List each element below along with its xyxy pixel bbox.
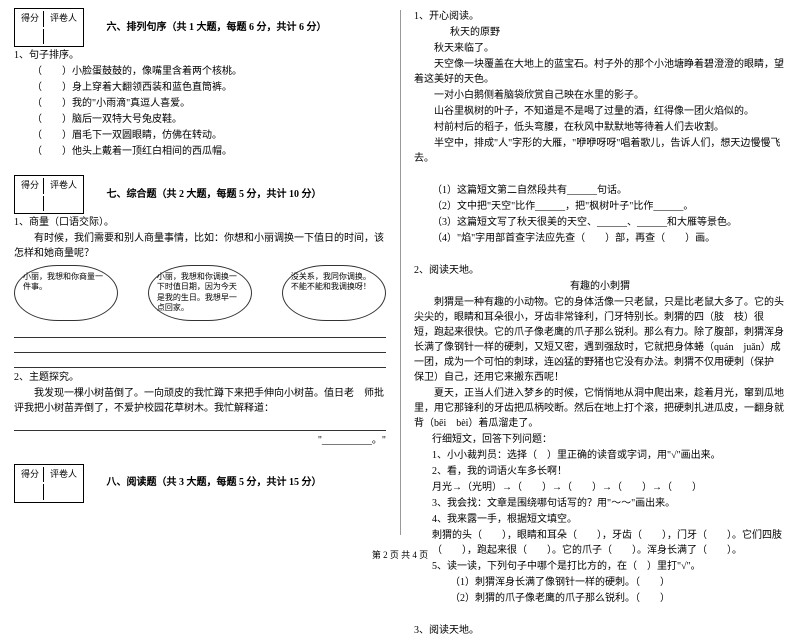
q8-2: 2、阅读天地。 [414,263,786,278]
sub-q2: （2）刺猬的爪子像老鹰的爪子那么锐利。（ ） [414,591,786,606]
score-label: 得分 [17,178,44,194]
poem-title: 秋天的原野 [414,25,786,40]
q8-3: 3、阅读天地。 [414,623,786,638]
q6-item: （ ）我的"小雨滴"真逗人喜爱。 [14,96,386,111]
sub-q: （4）"焰"字用部首查字法应先查（ ）部，再查（ ）画。 [414,231,786,246]
poem-line: 山谷里枫树的叶子，不知道是不是喝了过量的酒，红得像一团火焰似的。 [414,104,786,119]
grader-label: 评卷人 [46,467,81,483]
bubble-1: 小丽，我想和你商量一件事。 [14,265,118,321]
q6-1: 1、句子排序。 [14,48,386,63]
poem-line: 秋天来临了。 [414,41,786,56]
sub-q: （3）这篇短文写了秋天很美的天空、______、______和大雁等景色。 [414,215,786,230]
poem-line: 村前村后的稻子，低头弯腰，在秋风中默默地等待着人们去收割。 [414,120,786,135]
poem-line: 半空中，排成"人"字形的大雁，"咿咿呀呀"唱着歌儿，告诉人们，想天边慢慢飞去。 [414,136,786,166]
sub-q2: （1）刺猬浑身长满了像钢针一样的硬刺。（ ） [414,575,786,590]
writing-line [14,355,386,368]
score-box: 得分 评卷人 [14,8,84,47]
poem-line: 一对小白鹅侧着脑袋欣赏自己映在水里的影子。 [414,88,786,103]
sub-q: （2）文中把"天空"比作______，把"枫树叶子"比作______。 [414,199,786,214]
writing-line [14,340,386,353]
q6-item: （ ）他头上戴着一顶红白相间的西瓜帽。 [14,144,386,159]
q7-1: 1、商量（口语交际）。 [14,215,386,230]
right-column: 1、开心阅读。 秋天的原野 秋天来临了。 天空像一块覆盖在大地上的蓝宝石。村子外… [400,0,800,565]
grader-label: 评卷人 [46,11,81,27]
left-column: 得分 评卷人 六、排列句序（共 1 大题，每题 6 分，共计 6 分） 1、句子… [0,0,400,565]
read-title: 有趣的小刺猬 [414,279,786,294]
sub-q2: 4、我来露一手，根据短文填空。 [414,512,786,527]
score-label: 得分 [17,11,44,27]
bubble-3: 没关系，我同你调换。不能不能和我调换呀！ [282,265,386,321]
score-label: 得分 [17,467,44,483]
sub-q2: 月光→（光明）→（ ）→（ ）→（ ）→（ ） [414,480,786,495]
q7-2-end: "__________。" [14,433,386,448]
sub-q2: 1、小小裁判员：选择（ ）里正确的读音或字词，用"√"画出来。 [414,448,786,463]
page-footer: 第 2 页 共 4 页 [0,548,800,561]
sub-q2: 行细短文，回答下列问题： [414,432,786,447]
q6-item: （ ）身上穿着大翻领西装和蓝色直筒裤。 [14,80,386,95]
section-6-header: 得分 评卷人 六、排列句序（共 1 大题，每题 6 分，共计 6 分） [14,8,386,47]
section-7-header: 得分 评卷人 七、综合题（共 2 大题，每题 5 分，共计 10 分） [14,175,386,214]
read-para: 刺猬是一种有趣的小动物。它的身体活像一只老鼠，只是比老鼠大多了。它的头尖尖的，眼… [414,295,786,385]
sub-q2: 3、我会找：文章是围绕哪句话写的？用"～～"画出来。 [414,496,786,511]
section6-title: 六、排列句序（共 1 大题，每题 6 分，共计 6 分） [107,20,327,35]
sub-q: （1）这篇短文第二自然段共有______句话。 [414,183,786,198]
q7-1-text: 有时候，我们需要和别人商量事情，比如：你想和小丽调换一下值日的时间，该怎样和她商… [14,231,386,261]
sub-q2: 5、读一读，下列句子中哪个是打比方的，在（ ）里打"√"。 [414,559,786,574]
grader-label: 评卷人 [46,178,81,194]
speech-bubbles: 小丽，我想和你商量一件事。 小丽，我想和你调换一下时值日期，因为今天是我的生日。… [14,265,386,321]
q6-item: （ ）眉毛下一双圆眼睛，仿佛在转动。 [14,128,386,143]
read-para: 夏天，正当人们进入梦乡的时候，它悄悄地从洞中爬出来，趁着月光，窜到瓜地里，用它那… [414,386,786,431]
q8-1: 1、开心阅读。 [414,9,786,24]
poem-line: 天空像一块覆盖在大地上的蓝宝石。村子外的那个小池塘睁着碧澄澄的眼睛，望着这美好的… [414,57,786,87]
q7-2-text: 我发现一棵小树苗倒了。一向顽皮的我忙蹲下来把手伸向小树苗。值日老 师批评我把小树… [14,386,386,416]
bubble-2: 小丽，我想和你调换一下时值日期，因为今天是我的生日。我想早一点回家。 [148,265,252,321]
section7-title: 七、综合题（共 2 大题，每题 5 分，共计 10 分） [107,187,322,202]
score-box: 得分 评卷人 [14,464,84,503]
q7-2: 2、主题探究。 [14,370,386,385]
writing-line [14,418,386,431]
score-box: 得分 评卷人 [14,175,84,214]
section-8-header: 得分 评卷人 八、阅读题（共 3 大题，每题 5 分，共计 15 分） [14,464,386,503]
q6-item: （ ）脑后一双特大号兔皮鞋。 [14,112,386,127]
writing-line [14,325,386,338]
q6-item: （ ）小脸蛋鼓鼓的，像嘴里含着两个核桃。 [14,64,386,79]
section8-title: 八、阅读题（共 3 大题，每题 5 分，共计 15 分） [107,475,322,490]
sub-q2: 2、看，我的词语火车多长啊！ [414,464,786,479]
